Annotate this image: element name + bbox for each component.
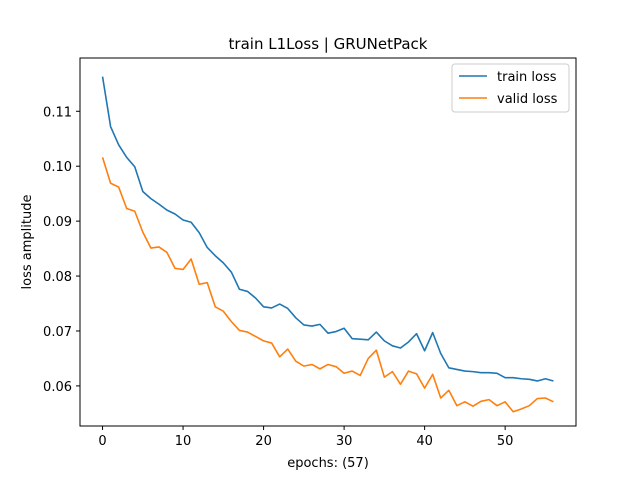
x-axis-title: epochs: (57) [287, 456, 369, 471]
x-tick-label: 50 [497, 434, 514, 449]
x-axis: 0 10 20 30 40 50 [98, 426, 513, 449]
legend-label: train loss [497, 70, 557, 85]
y-tick-label: 0.09 [43, 215, 72, 230]
y-axis: 0.06 0.07 0.08 0.09 0.10 0.11 [43, 105, 80, 395]
y-tick-label: 0.08 [43, 270, 72, 285]
x-tick-label: 0 [98, 434, 106, 449]
series-line-valid [101, 157, 554, 413]
x-tick-label: 10 [175, 434, 192, 449]
y-tick-label: 0.06 [43, 380, 72, 395]
y-tick-label: 0.11 [43, 105, 72, 120]
x-tick-label: 20 [255, 434, 272, 449]
chart-title: train L1Loss | GRUNetPack [229, 35, 428, 53]
plot-frame [79, 57, 577, 427]
x-tick-label: 30 [336, 434, 353, 449]
y-tick-label: 0.07 [43, 325, 72, 340]
legend-label: valid loss [497, 92, 558, 107]
y-axis-title: loss amplitude [20, 195, 35, 290]
y-tick-label: 0.10 [43, 160, 72, 175]
series-line-train [101, 76, 554, 382]
legend: train loss valid loss [451, 63, 570, 113]
series-layer [101, 76, 554, 413]
x-tick-label: 40 [416, 434, 433, 449]
